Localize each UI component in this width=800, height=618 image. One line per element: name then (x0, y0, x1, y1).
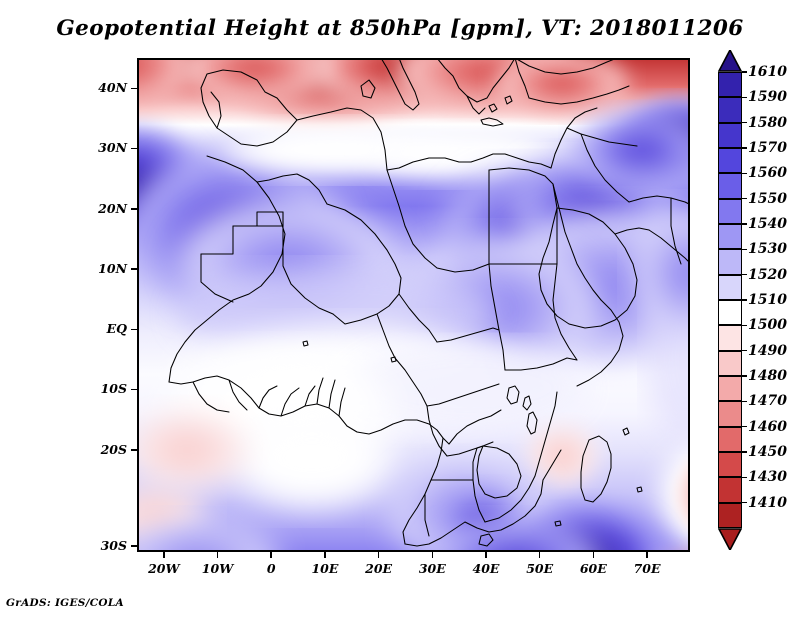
colorbar-swatch[interactable] (718, 426, 742, 452)
colorbar-tick-label: 1490 (748, 342, 787, 359)
x-axis-tick-label: 20E (365, 561, 393, 576)
colorbar-tick-mark (742, 172, 747, 175)
colorbar-swatch[interactable] (718, 477, 742, 503)
colorbar-tick-mark (742, 273, 747, 276)
x-axis-tick-mark (216, 552, 219, 558)
colorbar-bottom-arrow (717, 528, 743, 552)
colorbar-tick-label: 1540 (748, 216, 787, 232)
x-axis-tick-mark (592, 552, 595, 558)
colorbar-tick-mark (742, 501, 747, 504)
y-axis-tick-label: 20S (100, 441, 127, 457)
y-axis-tick-label: 20N (98, 200, 127, 216)
y-axis-tick-mark (131, 268, 137, 270)
x-axis-tick-label: 60E (579, 561, 607, 576)
y-axis-tick-label: 30S (100, 537, 127, 553)
y-axis-tick-label: 40N (98, 80, 127, 96)
colorbar-swatch[interactable] (718, 148, 742, 174)
colorbar-swatch[interactable] (718, 300, 742, 326)
y-axis-tick-label: 10N (98, 260, 127, 276)
colorbar-tick-mark (742, 197, 747, 200)
colorbar-tick-label: 1470 (748, 393, 787, 410)
page-title: Geopotential Height at 850hPa [gpm], VT:… (56, 16, 744, 41)
x-axis-tick-label: 40E (472, 561, 500, 576)
y-axis-tick-mark (131, 208, 137, 210)
colorbar-tick-label: 1590 (748, 89, 787, 106)
colorbar[interactable] (718, 72, 742, 528)
colorbar-tick-label: 1570 (748, 140, 787, 156)
y-axis-tick-mark (131, 328, 137, 331)
colorbar-swatch[interactable] (718, 325, 742, 351)
x-axis-tick-mark (163, 552, 165, 558)
colorbar-tick-mark (742, 96, 747, 99)
y-axis-tick-mark (131, 449, 137, 451)
x-axis-tick-mark (485, 552, 487, 558)
colorbar-tick-label: 1550 (748, 190, 787, 207)
colorbar-tick-mark (742, 223, 747, 225)
colorbar-top-arrow (717, 48, 743, 72)
coastline-and-border-layer (168, 58, 690, 547)
colorbar-tick-label: 1610 (748, 64, 787, 80)
x-axis-tick-mark (270, 552, 272, 558)
geopotential-height-field (137, 58, 690, 552)
colorbar-tick-label: 1520 (748, 266, 787, 283)
y-axis-tick-mark (131, 388, 137, 391)
x-axis-tick-label: 70E (633, 561, 661, 576)
x-axis-tick-mark (646, 552, 648, 558)
colorbar-tick-label: 1500 (748, 317, 787, 334)
colorbar-tick-mark (742, 299, 747, 301)
colorbar-tick-label: 1460 (748, 418, 787, 435)
colorbar-tick-label: 1480 (748, 368, 787, 384)
colorbar-tick-mark (742, 375, 747, 377)
x-axis-tick-label: 30E (418, 561, 446, 576)
y-axis-tick-label: 30N (98, 140, 127, 156)
colorbar-tick-label: 1580 (748, 114, 787, 131)
colorbar-tick-mark (742, 71, 747, 73)
colorbar-swatch[interactable] (718, 198, 742, 224)
colorbar-tick-label: 1530 (748, 241, 787, 258)
x-axis-tick-label: 50E (526, 561, 554, 576)
x-axis-tick-mark (324, 552, 326, 558)
colorbar-tick-mark (742, 425, 747, 428)
colorbar-swatch[interactable] (718, 376, 742, 402)
colorbar-tick-label: 1560 (748, 165, 787, 182)
colorbar-tick-label: 1410 (748, 494, 787, 511)
colorbar-swatch[interactable] (718, 249, 742, 275)
y-axis-tick-mark (131, 147, 137, 150)
colorbar-swatch[interactable] (718, 452, 742, 478)
y-axis-tick-label: 10S (100, 381, 127, 397)
credit-footer: GrADS: IGES/COLA (6, 597, 124, 609)
colorbar-swatch[interactable] (718, 173, 742, 199)
colorbar-tick-mark (742, 324, 747, 327)
colorbar-tick-mark (742, 349, 747, 352)
colorbar-swatch[interactable] (718, 97, 742, 123)
colorbar-swatch[interactable] (718, 122, 742, 148)
colorbar-tick-mark (742, 248, 747, 251)
colorbar-tick-mark (742, 121, 747, 124)
x-axis-tick-mark (431, 552, 434, 558)
colorbar-swatch[interactable] (718, 72, 742, 98)
colorbar-swatch[interactable] (718, 502, 742, 528)
x-axis-tick-mark (538, 552, 541, 558)
y-axis-tick-mark (131, 87, 137, 90)
colorbar-tick-label: 1510 (748, 292, 787, 308)
x-axis-tick-label: 0 (266, 561, 276, 576)
colorbar-swatch[interactable] (718, 350, 742, 376)
x-axis-tick-mark (377, 552, 380, 558)
colorbar-tick-label: 1450 (748, 444, 787, 460)
contour-fill-layer (137, 58, 690, 552)
x-axis-tick-label: 10W (201, 561, 234, 576)
colorbar-tick-label: 1430 (748, 469, 787, 486)
colorbar-tick-mark (742, 476, 747, 479)
colorbar-swatch[interactable] (718, 224, 742, 250)
y-axis-tick-label: EQ (106, 321, 127, 337)
colorbar-swatch[interactable] (718, 401, 742, 427)
map-plot-area (137, 58, 690, 552)
colorbar-tick-mark (742, 400, 747, 403)
colorbar-tick-mark (742, 451, 747, 453)
x-axis-tick-label: 20W (148, 561, 180, 576)
colorbar-tick-mark (742, 147, 747, 149)
y-axis-tick-mark (131, 545, 137, 548)
colorbar-swatch[interactable] (718, 274, 742, 300)
x-axis-tick-label: 10E (311, 561, 339, 576)
